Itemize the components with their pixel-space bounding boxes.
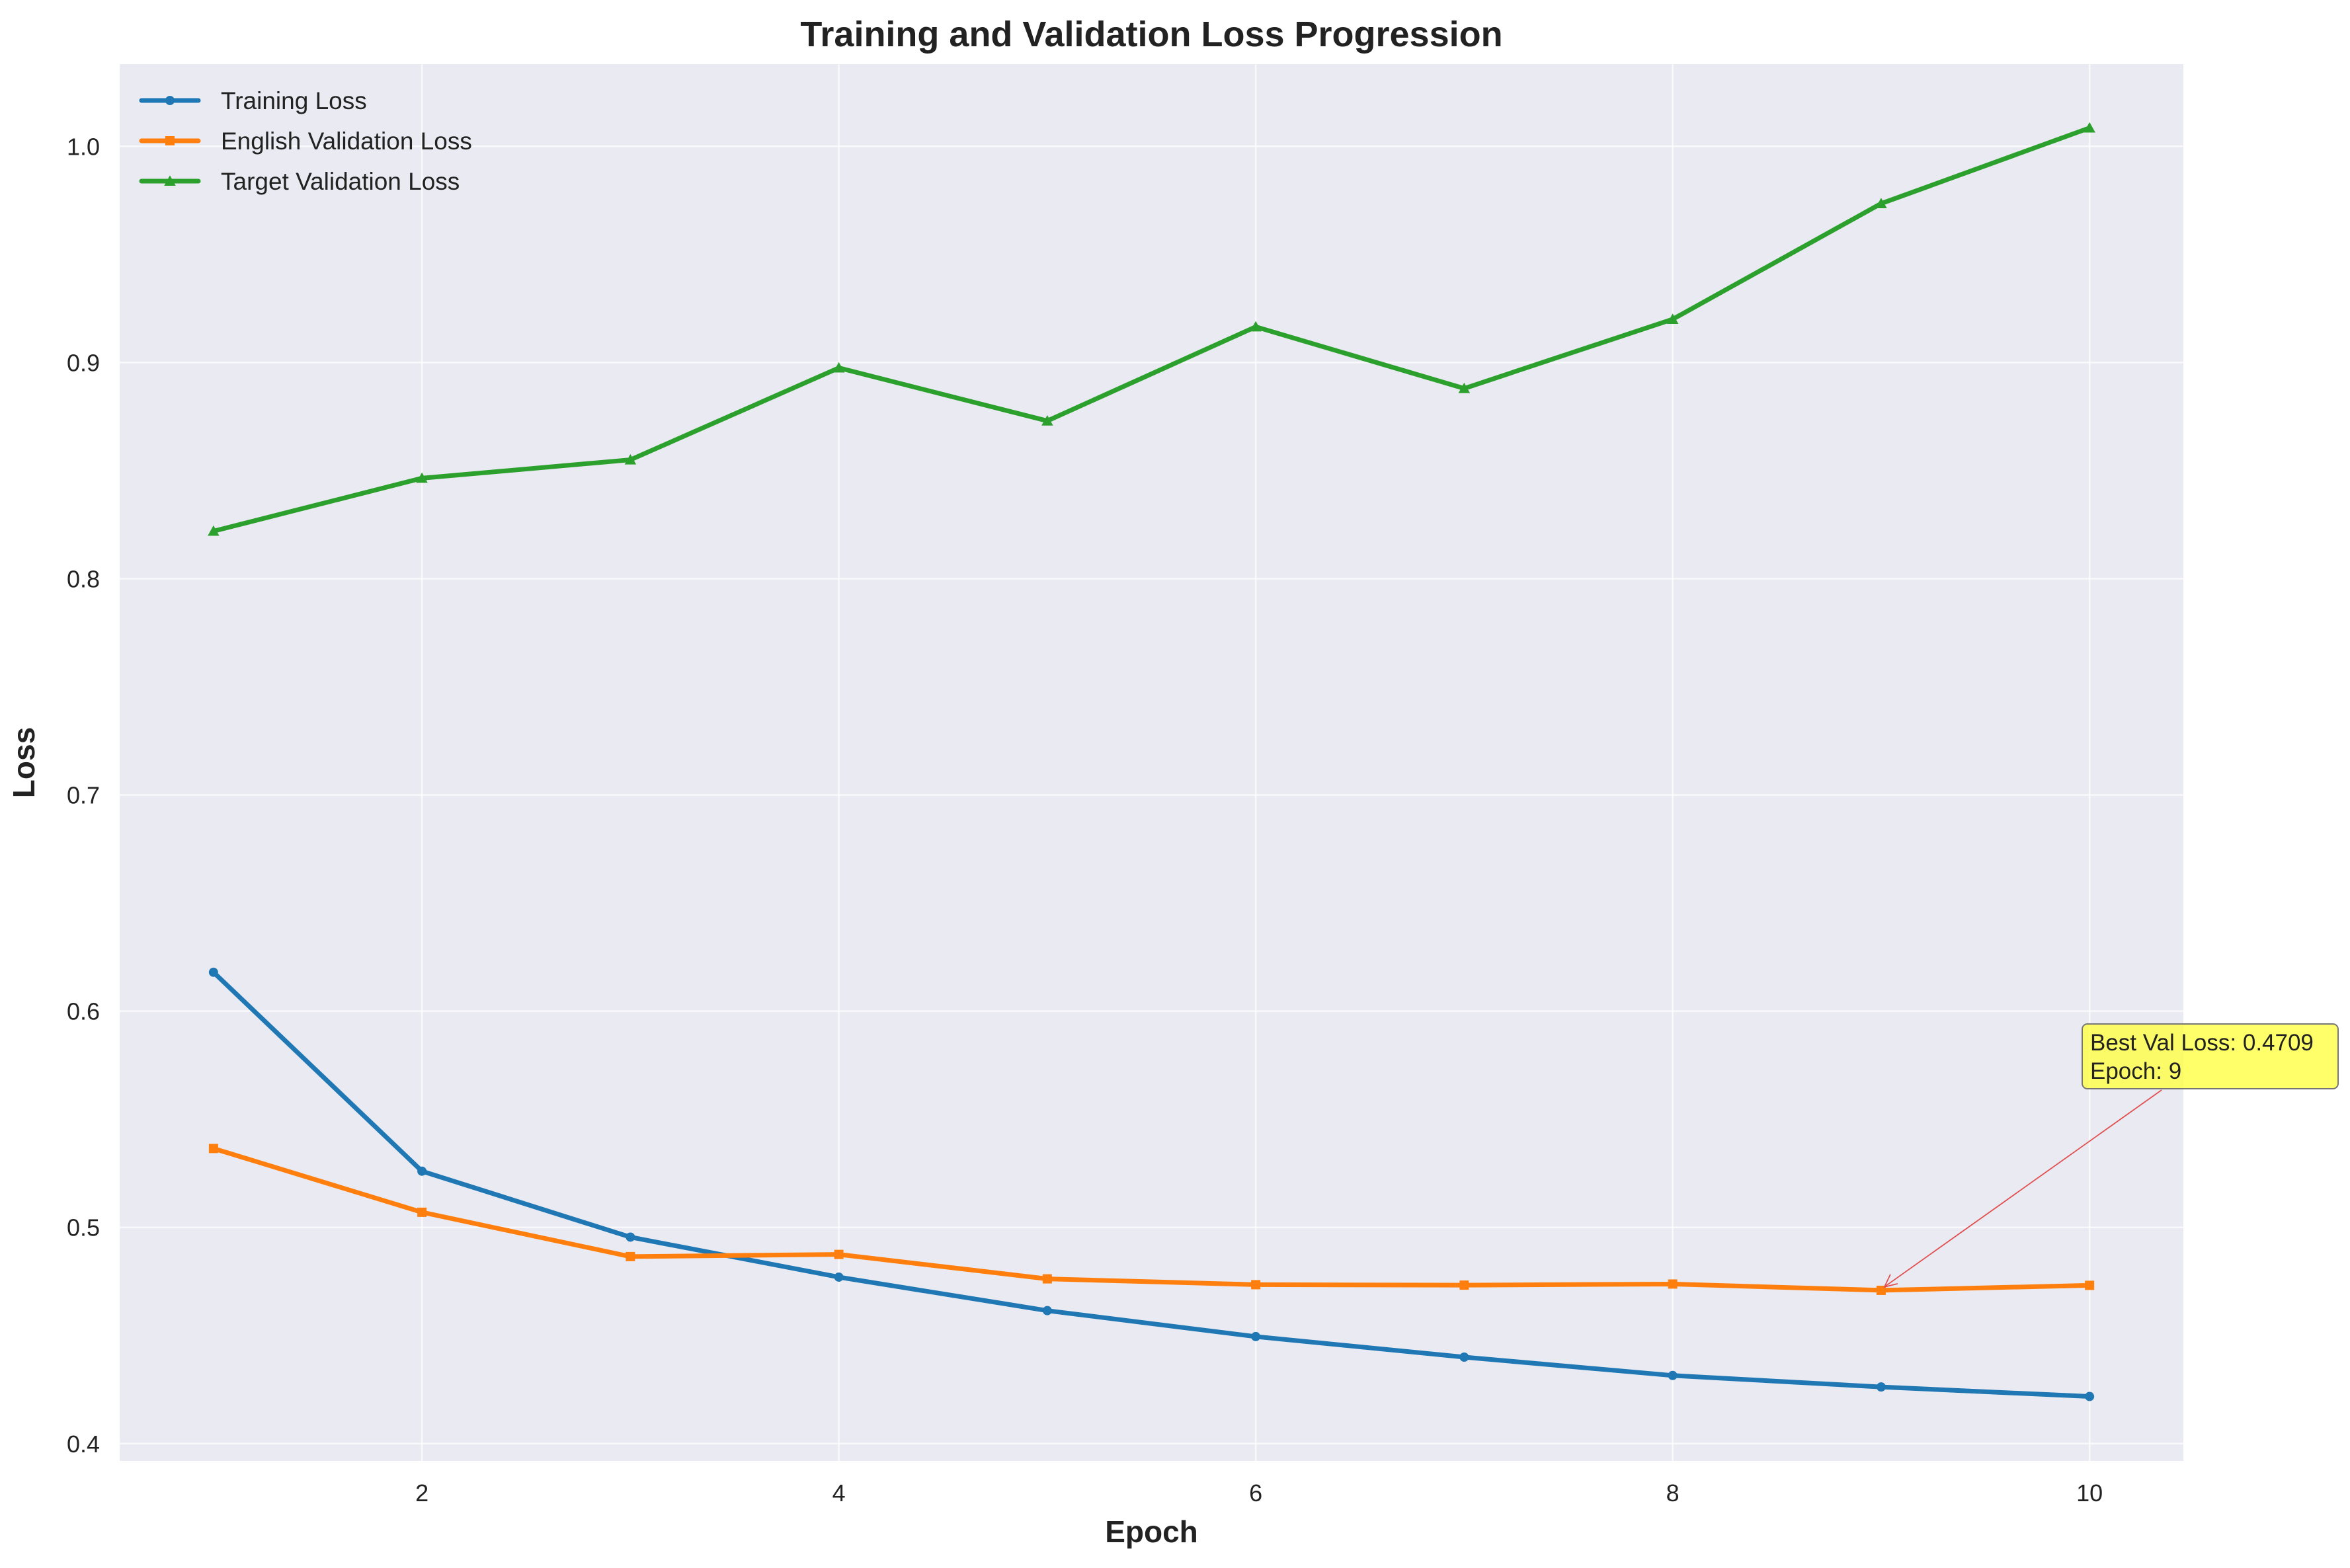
series-lines (208, 122, 2095, 1401)
annotation-text: Epoch: 9 (2090, 1058, 2181, 1084)
data-point-marker (832, 362, 845, 373)
data-point-marker (1251, 1331, 1261, 1341)
data-point-marker (1876, 1285, 1886, 1295)
data-point-marker (1875, 198, 1887, 208)
series-line (211, 1146, 2092, 1293)
data-point-marker (2085, 1280, 2095, 1290)
annotation-arrow (1884, 1089, 2162, 1287)
data-point-marker (417, 1207, 427, 1217)
y-axis-ticks: 0.4 0.5 0.6 0.7 0.8 0.9 1.0 (67, 133, 100, 1458)
legend-label: Target Validation Loss (221, 168, 460, 195)
y-tick-label: 0.8 (67, 565, 100, 592)
y-tick-label: 1.0 (67, 133, 100, 160)
series-training-loss (208, 967, 2095, 1401)
data-point-marker (1668, 1279, 1678, 1289)
data-point-marker (1250, 321, 1262, 332)
legend-entry: Training Loss (139, 87, 367, 114)
data-point-marker (624, 453, 637, 465)
data-point-marker (1251, 1280, 1261, 1290)
grid (120, 64, 2183, 1461)
data-point-marker (1042, 1306, 1052, 1315)
data-point-marker (2084, 122, 2095, 133)
legend-label: English Validation Loss (221, 128, 472, 155)
y-tick-label: 0.7 (67, 782, 100, 809)
data-point-marker (1041, 414, 1053, 426)
series-target-validation-loss (208, 122, 2095, 536)
data-point-marker (208, 967, 218, 977)
plot-area (120, 64, 2183, 1461)
x-tick-label: 6 (1249, 1479, 1262, 1507)
legend: Training Loss English Validation Loss Targ… (139, 87, 472, 195)
annotation-box (2082, 1023, 2339, 1089)
data-point-marker (208, 1144, 218, 1154)
annotation-arrow-head (1883, 1274, 1898, 1288)
data-point-marker (1668, 1370, 1678, 1380)
data-point-marker (626, 1251, 635, 1261)
series-english-validation-loss (208, 1144, 2095, 1295)
data-point-marker (208, 525, 220, 536)
x-tick-label: 4 (832, 1479, 846, 1507)
data-point-marker (416, 472, 428, 483)
annotation-text: Best Val Loss: 0.4709 (2090, 1030, 2314, 1056)
data-point-marker (164, 175, 176, 186)
data-point-marker (2085, 1392, 2095, 1401)
series-line (211, 125, 2092, 534)
data-point-marker (1666, 313, 1679, 324)
y-tick-label: 0.6 (67, 998, 100, 1025)
y-tick-label: 0.4 (67, 1431, 100, 1458)
x-tick-label: 8 (1666, 1479, 1680, 1507)
x-axis-ticks: 2 4 6 8 10 (415, 1479, 2103, 1507)
y-tick-label: 0.5 (67, 1214, 100, 1241)
x-axis-title: Epoch (1105, 1514, 1198, 1549)
data-point-marker (417, 1166, 427, 1176)
legend-entry: English Validation Loss (139, 128, 472, 155)
data-point-marker (626, 1232, 635, 1242)
data-point-marker (834, 1272, 844, 1282)
chart-title: Training and Validation Loss Progression (800, 15, 1502, 54)
data-point-marker (834, 1249, 844, 1259)
data-point-marker (1458, 382, 1471, 393)
x-tick-label: 10 (2076, 1479, 2103, 1507)
x-tick-label: 2 (415, 1479, 428, 1507)
data-point-marker (165, 136, 175, 145)
data-point-marker (1459, 1280, 1469, 1290)
y-axis-title: Loss (7, 727, 41, 798)
data-point-marker (1459, 1352, 1469, 1362)
legend-entry: Target Validation Loss (139, 168, 460, 195)
data-point-marker (1876, 1382, 1886, 1392)
y-tick-label: 0.9 (67, 349, 100, 376)
data-point-marker (165, 96, 175, 105)
legend-label: Training Loss (221, 87, 367, 114)
series-line (211, 970, 2092, 1399)
data-point-marker (1042, 1274, 1052, 1284)
